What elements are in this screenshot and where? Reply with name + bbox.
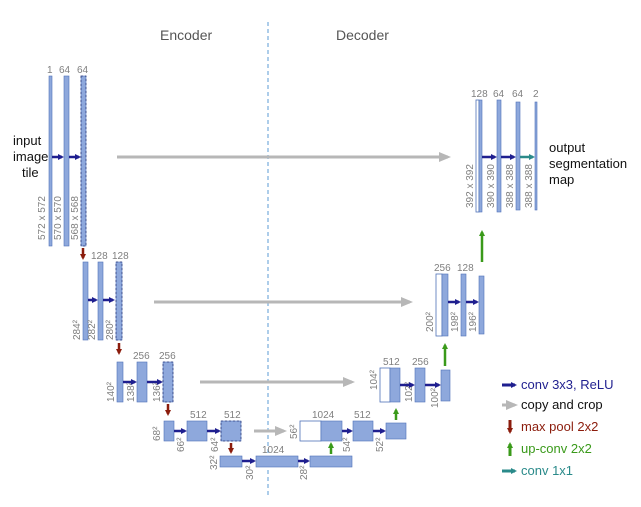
feature-map-block [163, 420, 175, 442]
channel-label: 256 [412, 357, 429, 368]
size-label: 196² [468, 311, 479, 332]
feature-map-block [80, 75, 87, 247]
channel-label: 1024 [262, 445, 285, 456]
channel-label: 1024 [312, 410, 335, 421]
feature-map-block [162, 361, 174, 403]
legend-label-conv: conv 3x3, ReLU [521, 377, 614, 392]
feature-map-block [255, 455, 299, 468]
legend-label-upconv: up-conv 2x2 [521, 441, 592, 456]
size-label: 32² [209, 455, 220, 470]
feature-map-block [515, 101, 521, 211]
feature-map-block [48, 75, 53, 247]
crop-outline [80, 75, 87, 247]
feature-map-block [136, 361, 148, 403]
output-label-line-1: output [549, 140, 586, 155]
crop-outline [220, 420, 242, 442]
feature-map-block [460, 273, 467, 337]
feature-map-block [534, 101, 538, 211]
size-label: 68² [152, 426, 163, 441]
cropped-copy-block [299, 420, 322, 442]
feature-map-block [389, 367, 401, 403]
size-label: 138² [126, 381, 137, 402]
size-label: 140² [106, 381, 117, 402]
size-label: 284² [72, 319, 83, 340]
channel-label: 128 [471, 89, 488, 100]
size-label: 100² [430, 387, 441, 408]
feature-map-block [352, 420, 374, 442]
feature-map-block [385, 422, 407, 440]
cropped-copy-block [435, 273, 443, 337]
size-label: 30² [245, 465, 256, 480]
size-label: 56² [289, 424, 300, 439]
size-label: 388 x 388 [524, 164, 535, 208]
channel-label: 1 [47, 65, 53, 76]
feature-map-block [63, 75, 70, 247]
channel-label: 512 [383, 357, 400, 368]
feature-map-block [186, 420, 208, 442]
channel-label: 512 [354, 410, 371, 421]
channel-label: 2 [533, 89, 539, 100]
size-label: 390 x 390 [486, 164, 497, 208]
feature-map-block [219, 455, 243, 468]
size-label: 66² [176, 437, 187, 452]
channel-label: 128 [457, 263, 474, 274]
encoder-header: Encoder [160, 27, 212, 43]
size-label: 52² [375, 437, 386, 452]
size-label: 28² [299, 465, 310, 480]
feature-map-block [478, 99, 483, 213]
channel-label: 256 [133, 351, 150, 362]
legend-label-copy: copy and crop [521, 397, 603, 412]
size-label: 572 x 572 [37, 196, 48, 240]
legend-label-conv1x1: conv 1x1 [521, 463, 573, 478]
size-label: 104² [369, 369, 380, 390]
feature-map-block [496, 99, 502, 213]
feature-map-block [309, 455, 353, 468]
channel-label: 512 [224, 410, 241, 421]
feature-map-block [414, 367, 426, 403]
cropped-copy-block [379, 367, 391, 403]
size-label: 280² [105, 319, 116, 340]
size-label: 568 x 568 [70, 196, 81, 240]
crop-outline [162, 361, 174, 403]
cropped-copy-block [475, 99, 480, 213]
feature-map-block [220, 420, 242, 442]
crop-outline [115, 261, 123, 341]
decoder-header: Decoder [336, 27, 389, 43]
channel-label: 256 [434, 263, 451, 274]
feature-map-block [440, 369, 451, 402]
channel-label: 64 [493, 89, 505, 100]
size-label: 64² [210, 437, 221, 452]
feature-map-block [478, 275, 485, 335]
size-label: 54² [342, 437, 353, 452]
channel-label: 512 [190, 410, 207, 421]
size-label: 198² [450, 311, 461, 332]
feature-map-block [97, 261, 104, 341]
input-label-line-3: tile [22, 165, 39, 180]
size-label: 570 x 570 [53, 196, 64, 240]
legend-label-pool: max pool 2x2 [521, 419, 598, 434]
channel-label: 128 [91, 251, 108, 262]
feature-map-block [320, 420, 343, 442]
channel-label: 64 [59, 65, 71, 76]
input-label-line-2: image [13, 149, 48, 164]
output-label-line-2: segmentation [549, 156, 627, 171]
size-label: 102² [404, 381, 415, 402]
channel-label: 64 [77, 65, 89, 76]
feature-map-block [115, 261, 123, 341]
size-label: 136² [152, 381, 163, 402]
size-label: 392 x 392 [465, 164, 476, 208]
size-label: 282² [87, 319, 98, 340]
size-label: 200² [425, 311, 436, 332]
legend: conv 3x3, ReLU copy and crop max pool 2x… [502, 377, 614, 478]
channel-label: 128 [112, 251, 129, 262]
feature-map-block [116, 361, 124, 403]
input-label-line-1: input [13, 133, 42, 148]
channel-label: 64 [512, 89, 524, 100]
size-label: 388 x 388 [505, 164, 516, 208]
output-label-line-3: map [549, 172, 574, 187]
channel-label: 256 [159, 351, 176, 362]
feature-map-block [441, 273, 449, 337]
